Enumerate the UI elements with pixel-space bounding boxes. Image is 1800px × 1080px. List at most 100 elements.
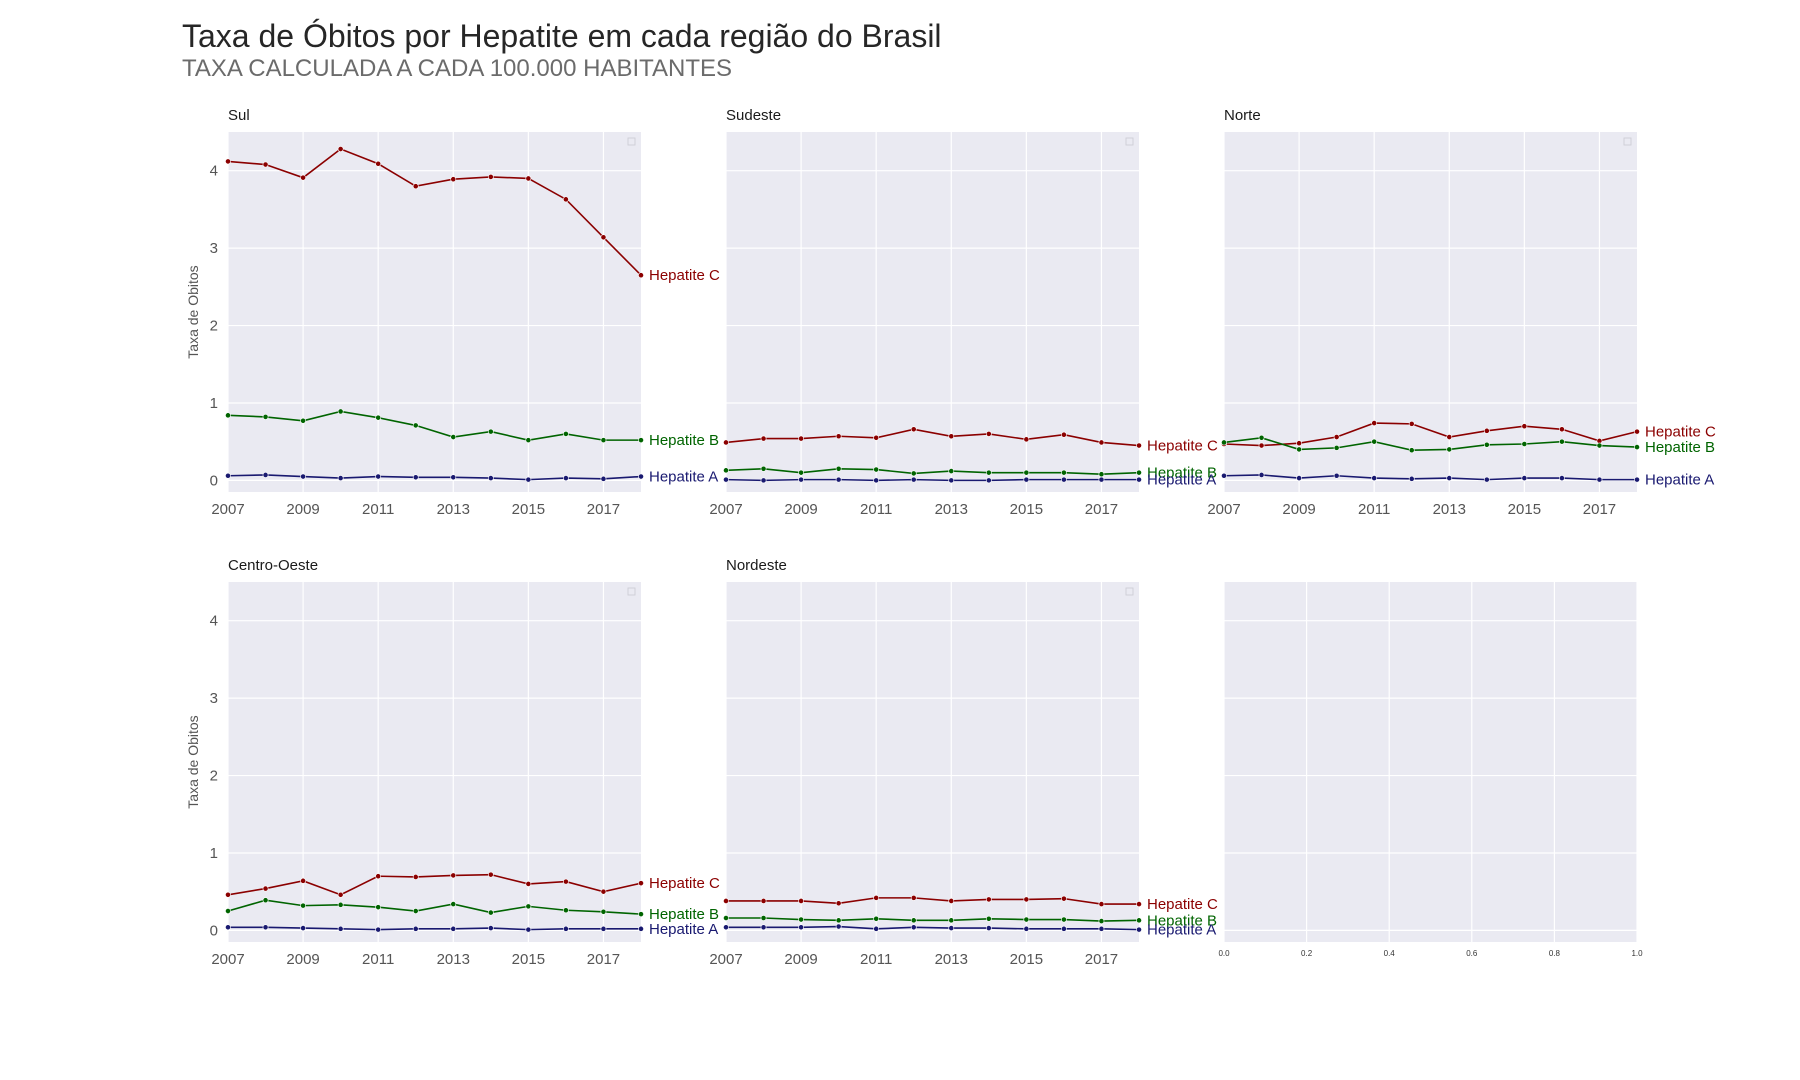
data-point	[798, 924, 804, 931]
data-point	[948, 433, 955, 440]
data-point	[412, 908, 419, 914]
subplot-title: Sul	[228, 107, 250, 124]
chart-subtitle: TAXA CALCULADA A CADA 100.000 HABITANTES	[182, 55, 733, 82]
data-point	[375, 160, 382, 167]
data-point	[1136, 926, 1142, 933]
data-point	[835, 923, 842, 930]
data-point	[1634, 444, 1640, 450]
x-tick-label: 2009	[784, 951, 817, 968]
data-point	[337, 925, 344, 932]
data-point	[412, 874, 419, 880]
subplot-title: Nordeste	[726, 557, 787, 574]
data-point	[948, 898, 955, 904]
y-tick-label: 4	[210, 163, 218, 180]
series-line-hepatite-c	[726, 897, 1139, 905]
data-point	[638, 911, 644, 918]
x-tick-label: 2015	[1010, 951, 1043, 968]
data-point	[1371, 475, 1378, 481]
series-line-hepatite-b	[726, 917, 1140, 922]
x-tick-label: 2015	[1010, 501, 1043, 518]
data-point	[910, 924, 917, 931]
data-point	[798, 898, 804, 904]
data-point	[1098, 439, 1105, 446]
data-point	[1634, 476, 1640, 483]
x-tick-label: 2007	[709, 951, 742, 968]
data-point	[1371, 438, 1378, 445]
data-point	[1061, 431, 1067, 438]
data-point	[723, 924, 729, 931]
data-point	[798, 469, 804, 476]
data-point	[1559, 438, 1565, 445]
y-tick-label: 2	[210, 318, 218, 335]
data-point	[262, 161, 269, 168]
data-point	[450, 434, 457, 440]
series-label: Hepatite C	[1147, 438, 1218, 455]
data-point	[1446, 446, 1453, 453]
data-point	[337, 901, 344, 908]
data-point	[1136, 476, 1142, 483]
data-point	[487, 925, 494, 931]
data-point	[600, 888, 607, 895]
x-tick-label: 2013	[437, 951, 470, 968]
x-tick-label: 2011	[362, 951, 394, 968]
data-point	[1483, 476, 1490, 483]
data-point	[723, 915, 729, 921]
data-point	[873, 466, 880, 473]
data-point	[1061, 476, 1067, 483]
data-point	[1296, 475, 1302, 481]
data-point	[1521, 423, 1528, 430]
data-point	[1098, 925, 1105, 932]
data-point	[1446, 475, 1453, 481]
plot-area	[1224, 582, 1637, 942]
data-point	[873, 925, 880, 932]
y-tick-label: 2	[210, 768, 218, 785]
data-point	[337, 891, 344, 898]
series-label: Hepatite C	[649, 267, 720, 284]
data-point	[1023, 469, 1030, 476]
x-tick-label: 2009	[784, 501, 817, 518]
data-point	[337, 475, 344, 481]
x-tick-label: 2009	[286, 501, 319, 518]
subplot-centro-oeste: 2007 2009 2011 2013 2015 2017 0 1 2 3 4 Taxa de Obi…	[185, 557, 720, 968]
chart-title: Taxa de Óbitos por Hepatite em cada regi…	[182, 18, 942, 54]
series-line-hepatite-b	[725, 467, 1140, 475]
x-tick-label: 2013	[935, 951, 968, 968]
data-point	[1136, 469, 1142, 476]
data-point	[1333, 472, 1340, 479]
data-point	[948, 917, 955, 924]
legend-box	[1125, 137, 1134, 146]
series-label: Hepatite A	[649, 469, 718, 486]
x-tick-label: 2017	[587, 951, 620, 968]
x-tick-label: 2009	[1282, 501, 1315, 518]
data-point	[1634, 428, 1640, 435]
data-point	[1258, 434, 1265, 441]
data-point	[525, 476, 532, 483]
data-point	[760, 435, 767, 442]
data-point	[873, 434, 880, 441]
x-tick-label: 2017	[1085, 951, 1118, 968]
series-line-hepatite-a	[1223, 474, 1637, 481]
data-point	[798, 476, 804, 483]
data-point	[225, 908, 231, 914]
data-point	[262, 414, 269, 420]
x-tick-label: 0.0	[1218, 949, 1230, 958]
series-label: Hepatite A	[1147, 922, 1216, 939]
subplot-title: Norte	[1224, 107, 1261, 124]
data-point	[1098, 471, 1105, 478]
data-point	[563, 907, 569, 914]
y-tick-label: 1	[210, 395, 218, 412]
series-label: Hepatite A	[1147, 472, 1216, 489]
data-point	[412, 422, 419, 429]
plot-area	[228, 132, 641, 492]
data-point	[873, 477, 880, 484]
data-point	[1559, 426, 1565, 433]
data-point	[1333, 434, 1340, 440]
data-point	[1098, 901, 1105, 907]
data-point	[1023, 436, 1030, 443]
series-label: Hepatite B	[1645, 439, 1715, 456]
data-point	[525, 175, 532, 182]
series-line-hepatite-c	[1223, 422, 1638, 447]
x-tick-label: 2011	[860, 501, 892, 518]
data-point	[760, 915, 767, 921]
